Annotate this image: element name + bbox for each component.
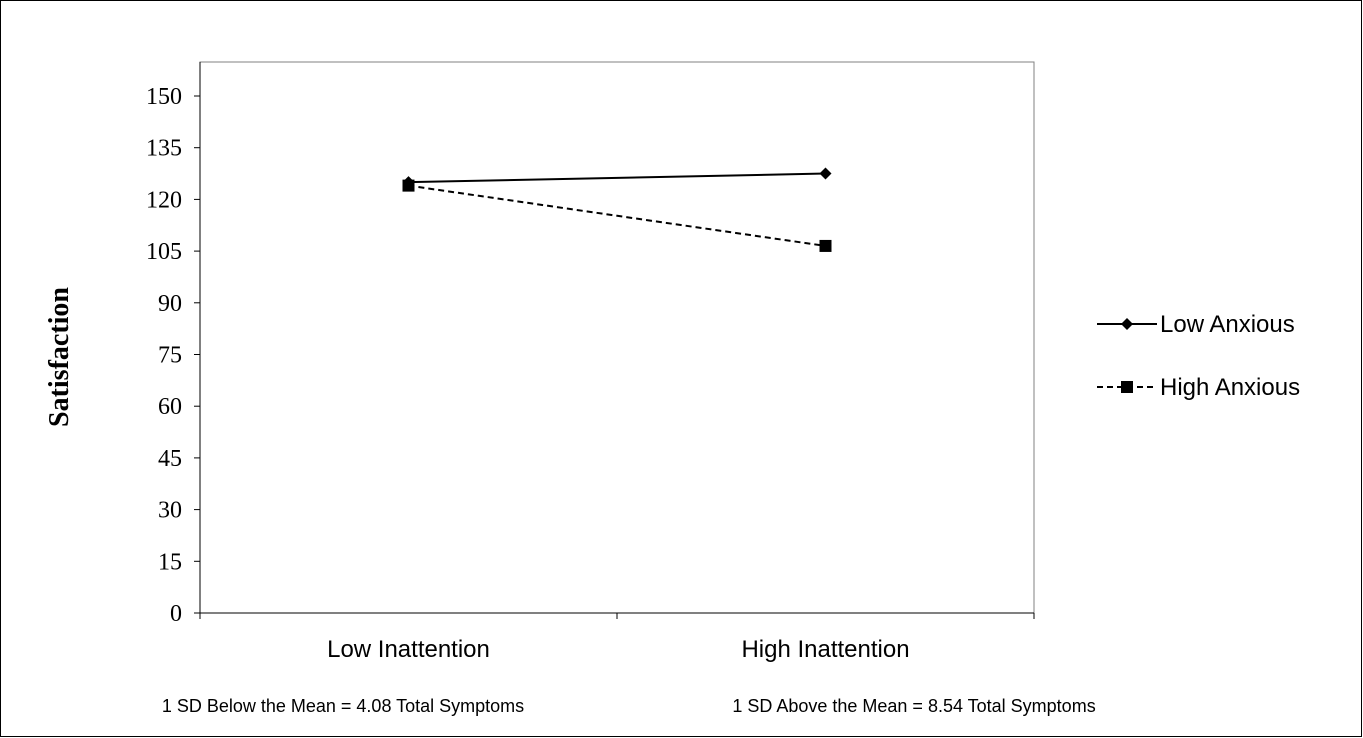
y-tick-label: 15 [158,549,182,575]
y-tick-label: 150 [146,84,182,110]
point-high-anxious [402,179,415,192]
legend-label-low-anxious: Low Anxious [1160,311,1295,338]
y-tick-label: 30 [158,498,182,524]
y-tick-label: 45 [158,446,182,472]
category-labels: Low Inattention High Inattention 1 SD Belo… [162,636,1096,716]
y-tick-label: 0 [170,601,182,627]
y-tick-label: 120 [146,187,182,213]
legend-label-high-anxious: High Anxious [1160,374,1300,401]
x-axis-ticks [199,613,1035,619]
series-layer [402,167,832,252]
series-line-high-anxious [408,184,826,247]
category-label: High Inattention [741,636,909,663]
point-high-anxious [819,239,832,252]
point-low-anxious [819,167,832,180]
y-tick-label: 60 [158,394,182,420]
category-label: Low Inattention [327,636,490,663]
legend-marker-high-anxious [1121,381,1133,393]
legend: Low Anxious High Anxious [1097,311,1300,401]
y-tick-label: 75 [158,343,182,369]
y-axis-ticks: 0 15 30 45 60 75 90 105 120 135 150 [146,84,200,627]
y-tick-label: 105 [146,239,182,265]
plot-area [199,61,1035,614]
y-tick-label: 135 [146,136,182,162]
y-tick-label: 90 [158,291,182,317]
series-line-low-anxious [408,172,826,184]
y-axis-label: Satisfaction [44,287,75,427]
legend-marker-low-anxious [1121,318,1133,330]
category-note: 1 SD Above the Mean = 8.54 Total Symptom… [732,696,1095,716]
category-note: 1 SD Below the Mean = 4.08 Total Symptom… [162,696,524,716]
